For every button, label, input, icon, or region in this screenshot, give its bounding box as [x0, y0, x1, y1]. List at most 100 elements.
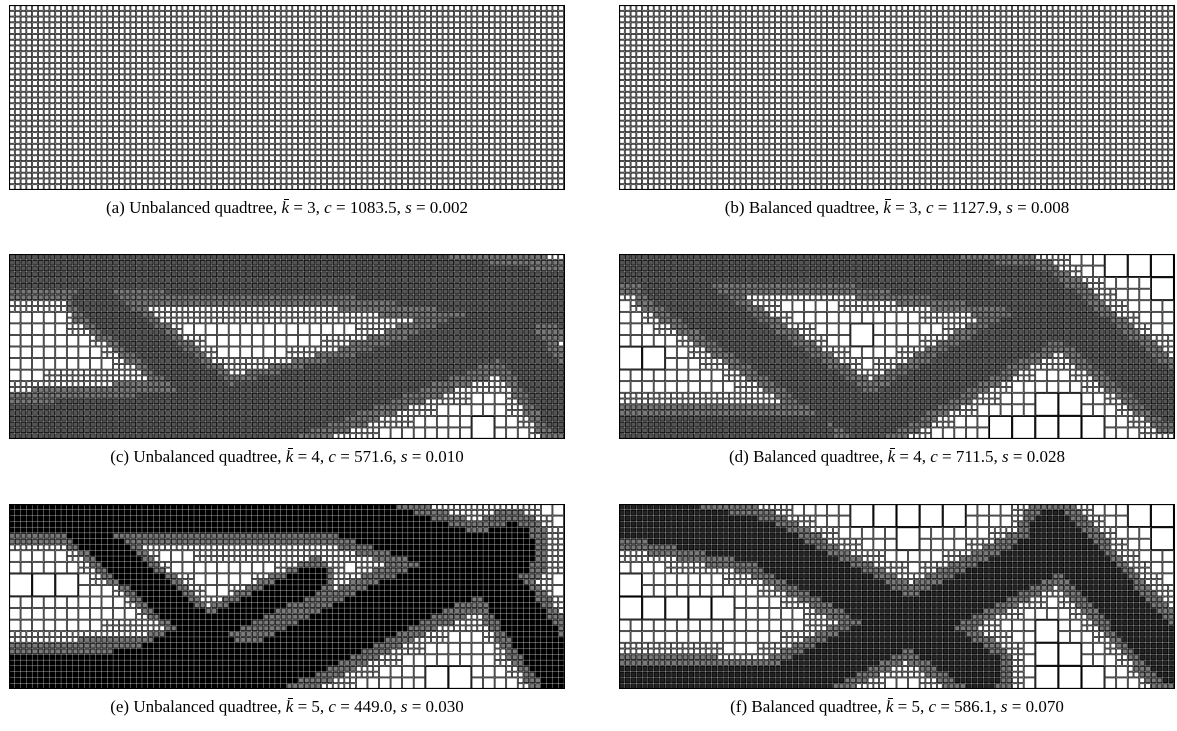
quadtree-cell [240, 149, 246, 156]
quadtree-cell [217, 5, 223, 11]
quadtree-cell [850, 34, 856, 40]
quadtree-cell [535, 68, 541, 75]
quadtree-cell [269, 22, 275, 28]
quadtree-cell [159, 5, 165, 11]
quadtree-cell [546, 34, 553, 40]
quadtree-cell [130, 138, 137, 144]
quadtree-cell [251, 16, 258, 23]
quadtree-cell [671, 22, 677, 28]
quadtree-cell [1127, 80, 1134, 86]
quadtree-cell [43, 132, 50, 138]
quadtree-cell [257, 39, 264, 46]
quadtree-cell [431, 109, 437, 115]
quadtree-cell [552, 126, 559, 133]
quadtree-cell [43, 28, 50, 34]
quadtree-cell [9, 74, 15, 81]
quadtree-cell [211, 45, 217, 52]
quadtree-cell [419, 138, 426, 144]
quadtree-cell [942, 16, 949, 23]
quadtree-cell [506, 97, 512, 104]
quadtree-cell [512, 51, 518, 57]
quadtree-cell [350, 155, 356, 161]
quadtree-cell [61, 91, 67, 98]
quadtree-cell [1018, 68, 1024, 75]
quadtree-cell [1052, 28, 1059, 34]
quadtree-cell [223, 155, 229, 161]
quadtree-cell [815, 28, 822, 34]
quadtree-cell [879, 91, 885, 98]
quadtree-cell [659, 51, 666, 57]
quadtree-cell [494, 62, 501, 69]
quadtree-cell [1145, 57, 1151, 63]
quadtree-cell [332, 155, 339, 161]
quadtree-cell [72, 178, 79, 185]
quadtree-cell [541, 178, 547, 185]
quadtree-cell [648, 178, 654, 185]
quadtree-cell [367, 178, 374, 185]
quadtree-cell [671, 68, 677, 75]
quadtree-cell [182, 39, 189, 46]
quadtree-cell [546, 68, 553, 75]
quadtree-cell [705, 68, 712, 75]
quadtree-cell [442, 126, 449, 133]
quadtree-cell [408, 39, 414, 46]
quadtree-cell [113, 178, 119, 185]
quadtree-cell [436, 109, 443, 115]
quadtree-cell [1162, 80, 1169, 86]
quadtree-cell [1058, 51, 1065, 57]
quadtree-cell [541, 68, 547, 75]
quadtree-cell [251, 172, 258, 179]
quadtree-cell [717, 126, 723, 133]
quadtree-cell [558, 45, 564, 52]
quadtree-cell [960, 28, 966, 34]
quadtree-cell [838, 74, 845, 81]
quadtree-cell [896, 91, 903, 98]
quadtree-cell [9, 149, 15, 156]
quadtree-cell [769, 103, 775, 109]
quadtree-cell [124, 68, 131, 75]
quadtree-cell [9, 114, 15, 121]
quadtree-cell [642, 155, 648, 161]
quadtree-cell [867, 10, 874, 17]
quadtree-cell [107, 184, 113, 190]
quadtree-cell [529, 172, 535, 179]
quadtree-cell [95, 10, 102, 17]
quadtree-cell [246, 16, 252, 23]
quadtree-cell [676, 120, 683, 127]
quadtree-cell [338, 161, 345, 167]
quadtree-cell [1018, 34, 1024, 40]
quadtree-cell [465, 10, 472, 17]
quadtree-cell [205, 120, 212, 127]
quadtree-cell [49, 16, 56, 23]
quadtree-cell [937, 10, 943, 17]
quadtree-cell [361, 39, 368, 46]
quadtree-cell [263, 109, 270, 115]
quadtree-cell [448, 16, 455, 23]
quadtree-cell [833, 91, 839, 98]
quadtree-cell [367, 103, 374, 109]
quadtree-cell [1116, 62, 1122, 69]
quadtree-cell [558, 10, 564, 17]
quadtree-cell [338, 28, 345, 34]
quadtree-cell [303, 149, 310, 156]
quadtree-cell [694, 22, 700, 28]
quadtree-cell [321, 149, 327, 156]
quadtree-cell [700, 86, 706, 92]
quadtree-cell [1018, 45, 1024, 52]
quadtree-cell [408, 22, 414, 28]
quadtree-cell [309, 97, 316, 104]
quadtree-cell [488, 178, 495, 185]
quadtree-cell [1029, 80, 1036, 86]
quadtree-cell [113, 86, 119, 92]
quadtree-cell [833, 57, 839, 63]
quadtree-cell [280, 184, 287, 190]
quadtree-cell [1075, 80, 1082, 86]
quadtree-cell [838, 39, 845, 46]
quadtree-cell [477, 132, 483, 138]
quadtree-cell [419, 178, 426, 185]
quadtree-cell [705, 184, 712, 190]
quadtree-cell [477, 51, 483, 57]
quadtree-cell [488, 97, 495, 104]
quadtree-cell [130, 39, 137, 46]
quadtree-cell [809, 22, 816, 28]
